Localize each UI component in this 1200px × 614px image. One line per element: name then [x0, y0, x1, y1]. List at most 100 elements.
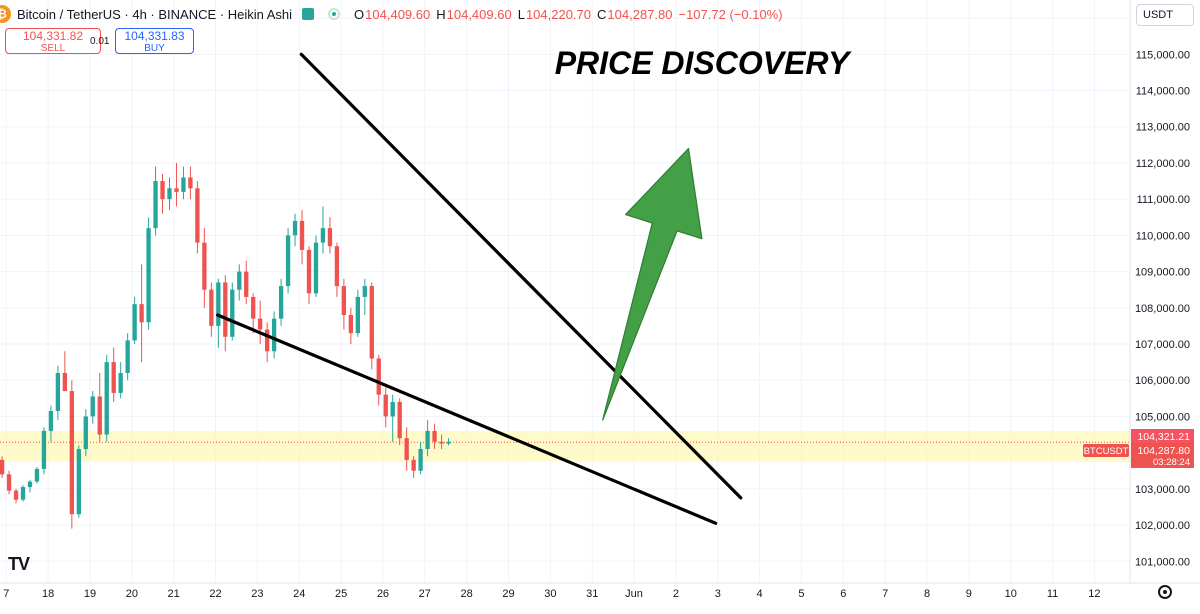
- candle-body: [90, 396, 95, 417]
- x-tick-label: 22: [209, 588, 221, 600]
- candle-body: [271, 318, 277, 352]
- candle-3: [20, 485, 26, 502]
- ohlc-high-key: H: [436, 6, 446, 22]
- y-tick-label: 114,000.00: [1136, 86, 1190, 98]
- candle-1: [6, 470, 12, 495]
- buy-button[interactable]: 104,331.83 BUY: [115, 28, 194, 54]
- candle-27: [188, 166, 193, 200]
- candle-body: [439, 441, 444, 444]
- candle-body: [174, 188, 179, 192]
- candle-5: [34, 467, 40, 484]
- candle-6: [41, 427, 47, 475]
- price-change: −107.72 (−0.10%): [678, 6, 783, 22]
- currency-selector[interactable]: USDT: [1136, 4, 1194, 26]
- market-status-icon[interactable]: [328, 8, 341, 20]
- x-tick-label: 6: [840, 588, 846, 600]
- symbol-title[interactable]: Bitcoin / TetherUS · 4h · BINANCE · Heik…: [17, 6, 293, 22]
- candle-body: [153, 181, 158, 229]
- candle-12: [83, 409, 88, 457]
- y-tick-label: 101,000.00: [1135, 556, 1190, 568]
- y-tick-label: 108,000.00: [1135, 303, 1190, 315]
- candle-body: [362, 286, 367, 297]
- candle-body: [188, 177, 193, 189]
- last-price-tag-bg: [1131, 443, 1194, 468]
- x-tick-label: 7: [3, 588, 9, 600]
- candle-4: [27, 479, 33, 493]
- support-zone-rect: [0, 430, 1130, 462]
- x-tick-label: 20: [126, 588, 138, 600]
- candle-53: [369, 282, 374, 370]
- candle-body: [341, 286, 347, 316]
- candle-body: [195, 188, 200, 243]
- y-tick-label: 103,000.00: [1135, 484, 1190, 496]
- candle-body: [13, 490, 19, 500]
- candle-body: [27, 481, 33, 488]
- candle-body: [216, 282, 221, 326]
- grid: [0, 0, 1130, 583]
- candle-body: [48, 410, 54, 431]
- y-tick-label: 115,000.00: [1136, 49, 1190, 61]
- candle-47: [327, 217, 333, 254]
- candle-body: [125, 340, 130, 373]
- buy-label: BUY: [144, 43, 165, 54]
- x-tick-label: 8: [924, 588, 930, 600]
- candle-0: [0, 456, 5, 478]
- candle-body: [118, 372, 123, 393]
- candle-23: [160, 173, 165, 214]
- candle-body: [418, 449, 423, 471]
- candle-body: [230, 289, 235, 337]
- x-axis[interactable]: 7 18 19 20 21 22 23 24 25 26 27 28 29 30 31 Jun 2 3 4 5 6 7 8 9…: [3, 588, 1100, 600]
- candle-body: [404, 438, 409, 460]
- sell-price: 104,331.82: [22, 29, 84, 43]
- candle-52: [362, 278, 367, 316]
- candle-46: [320, 206, 326, 254]
- checkbox-icon[interactable]: [302, 8, 315, 20]
- y-tick-label: 111,000.00: [1137, 194, 1190, 206]
- order-quantity[interactable]: 0.01: [90, 36, 110, 47]
- chart-header: ₿ Bitcoin / TetherUS · 4h · BINANCE · He…: [0, 4, 789, 24]
- sell-label: SELL: [40, 43, 66, 54]
- symbol-tag-bg: [1083, 444, 1129, 457]
- candle-9: [62, 351, 68, 392]
- ohlc-low-value: 104,220.70: [525, 6, 592, 22]
- candle-body: [264, 329, 270, 352]
- candle-29: [202, 228, 207, 308]
- candle-30: [209, 282, 214, 337]
- price-tags: BTCUSDT 104,321.21 104,287.80 03:28:24: [1083, 429, 1194, 468]
- candle-57: [397, 398, 402, 446]
- candle-44: [306, 246, 312, 305]
- candle-50: [348, 307, 354, 345]
- support-zone: [0, 430, 1130, 462]
- x-tick-label: 4: [757, 588, 763, 600]
- upper-price-tag-bg: [1131, 429, 1194, 443]
- candle-14: [97, 372, 102, 442]
- candle-body: [355, 296, 360, 334]
- candle-8: [55, 365, 61, 421]
- symbol-tag: BTCUSDT: [1084, 446, 1129, 457]
- candle-49: [341, 278, 347, 330]
- candle-26: [181, 166, 186, 200]
- y-tick-label: 113,000.00: [1136, 122, 1190, 134]
- candle-body: [209, 289, 214, 326]
- candle-body: [285, 235, 291, 287]
- candle-body: [369, 286, 374, 359]
- candle-18: [125, 333, 130, 381]
- candle-body: [202, 242, 207, 290]
- candle-40: [278, 278, 284, 326]
- ohlc-low-key: L: [517, 6, 525, 22]
- candle-body: [334, 246, 340, 287]
- candle-38: [264, 322, 270, 363]
- x-tick-label: 9: [966, 588, 972, 600]
- candle-body: [223, 282, 228, 337]
- candle-body: [327, 228, 333, 247]
- sell-button[interactable]: 104,331.82 SELL: [5, 28, 101, 54]
- x-tick-label: 24: [293, 588, 305, 600]
- candle-body: [299, 220, 305, 250]
- candle-body: [390, 401, 395, 417]
- x-tick-label: 21: [168, 588, 180, 600]
- candle-33: [230, 282, 235, 341]
- gear-icon[interactable]: [1158, 585, 1172, 599]
- x-tick-label: 25: [335, 588, 347, 600]
